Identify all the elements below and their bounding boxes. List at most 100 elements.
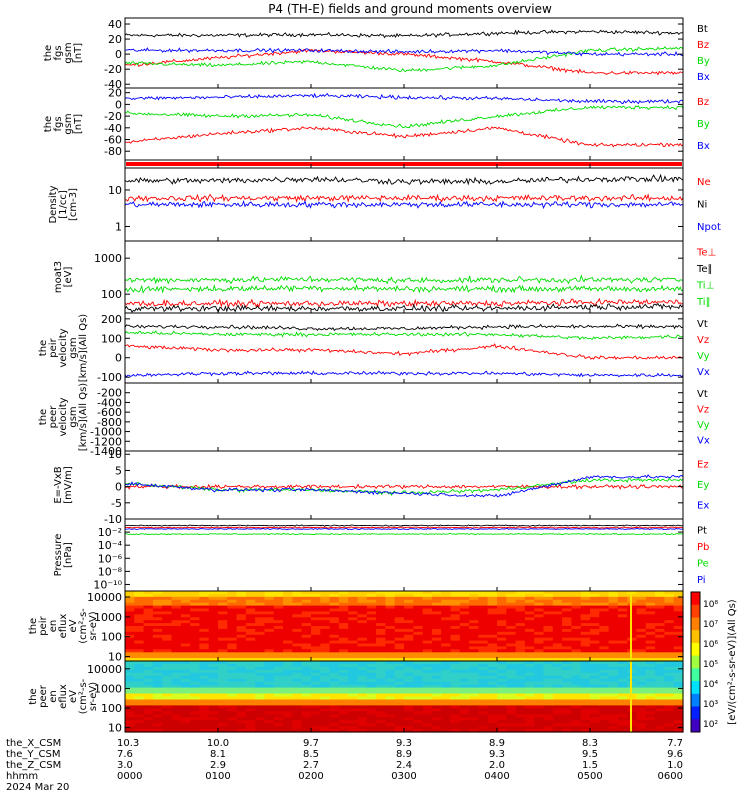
spectrogram-cell (255, 678, 266, 683)
spectrogram-cell (673, 637, 684, 642)
spectrogram-cell (255, 690, 266, 695)
spectrogram-cell (497, 711, 507, 715)
spectrogram-cell (422, 646, 433, 650)
spectrogram-cell (134, 726, 145, 730)
spectrogram-cell (431, 649, 442, 653)
spectrogram-cell (441, 626, 452, 630)
spectrogram-cell (655, 681, 665, 686)
spectrogram-cell (338, 675, 349, 680)
spectrogram-cell (655, 720, 665, 724)
spectrogram-cell (664, 690, 675, 695)
spectrogram-cell (590, 672, 600, 677)
spectrogram-cell (608, 681, 619, 686)
spectrogram-cell (599, 723, 610, 727)
spectrogram-cell (524, 623, 535, 627)
spectrogram-cell (441, 620, 452, 624)
spectrogram-cell (311, 726, 321, 730)
spectrogram-cell (506, 699, 517, 704)
spectrogram-cell (311, 634, 321, 639)
spectrogram-cell (394, 699, 405, 704)
legend-Ne: Ne (697, 177, 711, 188)
spectrogram-cell (199, 693, 210, 698)
spectrogram-cell (152, 708, 163, 712)
x-axis-value: 1.0 (667, 760, 683, 771)
spectrogram-cell (320, 631, 331, 636)
spectrogram-cell (264, 596, 275, 601)
spectrogram-cell (655, 593, 665, 598)
spectrogram-cell (301, 655, 312, 659)
spectrogram-cell (636, 649, 647, 653)
spectrogram-cell (190, 643, 200, 647)
spectrogram-cell (245, 661, 256, 665)
spectrogram-cell (673, 611, 684, 615)
spectrogram-cell (404, 623, 414, 627)
spectrogram-cell (636, 611, 647, 615)
spectrogram-cell (329, 646, 340, 650)
spectrogram-cell (180, 687, 191, 692)
spectrogram-cell (431, 720, 442, 724)
spectrogram-cell (497, 620, 507, 624)
spectrogram-cell (264, 672, 275, 677)
spectrogram-cell (524, 726, 535, 730)
spectrogram-cell (171, 702, 182, 706)
spectrogram-cell (627, 628, 638, 633)
spectrogram-cell (590, 652, 600, 656)
y-tick-label: -1200 (90, 435, 122, 448)
spectrogram-cell (264, 605, 275, 610)
spectrogram-cell (645, 602, 656, 607)
spectrogram-cell (571, 640, 582, 645)
spectrogram-cell (301, 623, 312, 627)
spectrogram-cell (599, 649, 610, 653)
spectrogram-cell (413, 634, 424, 639)
spectrogram-cell (534, 678, 545, 683)
spectrogram-cell (218, 696, 228, 701)
spectrogram-cell (394, 649, 405, 653)
spectrogram-cell (636, 675, 647, 680)
spectrogram-cell (459, 666, 470, 671)
legend-Bx: Bx (697, 141, 710, 152)
spectrogram-cell (441, 628, 452, 633)
spectrogram-cell (338, 666, 349, 671)
spectrogram-cell (459, 714, 470, 718)
spectrogram-cell (134, 708, 145, 712)
spectrogram-cell (320, 614, 331, 618)
spectrogram-cell (227, 591, 238, 595)
spectrogram-cell (125, 696, 135, 701)
spectrogram-cell (348, 602, 359, 607)
spectrogram-cell (329, 593, 340, 598)
spectrogram-cell (255, 681, 266, 686)
spectrogram-cell (655, 714, 665, 718)
spectrogram-cell (617, 672, 628, 677)
spectrogram-cell (478, 602, 489, 607)
spectrogram-cell (580, 666, 591, 671)
y-axis-label: en (48, 620, 59, 633)
spectrogram-cell (562, 640, 572, 645)
spectrogram-cell (301, 652, 312, 656)
spectrogram-cell (404, 678, 414, 683)
spectrogram-cell (506, 664, 517, 668)
spectrogram-cell (152, 602, 163, 607)
y-tick-label: 20 (108, 87, 122, 100)
spectrogram-cell (506, 602, 517, 607)
spectrogram-cell (338, 626, 349, 630)
spectrogram-cell (580, 640, 591, 645)
spectrogram-cell (180, 681, 191, 686)
spectrogram-cell (469, 628, 479, 633)
spectrogram-cell (431, 631, 442, 636)
spectrogram-cell (264, 666, 275, 671)
spectrogram-cell (338, 696, 349, 701)
series-line-Vy (124, 330, 684, 341)
x-axis-value: 9.7 (303, 738, 319, 749)
spectrogram-cell (301, 729, 312, 733)
spectrogram-cell (208, 626, 219, 630)
spectrogram-cell (655, 729, 665, 733)
spectrogram-cell (590, 723, 600, 727)
spectrogram-cell (441, 681, 452, 686)
spectrogram-cell (180, 693, 191, 698)
spectrogram-cell (655, 672, 665, 677)
spectrogram-cell (469, 690, 479, 695)
spectrogram-cell (171, 620, 182, 624)
spectrogram-cell (478, 631, 489, 636)
spectrogram-cell (320, 611, 331, 615)
spectrogram-cell (431, 614, 442, 618)
